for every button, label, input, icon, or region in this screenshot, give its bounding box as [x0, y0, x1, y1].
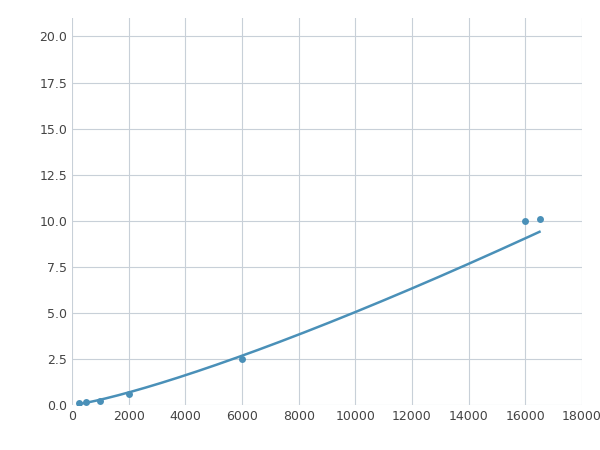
Point: [124, 390, 133, 397]
Point: [521, 217, 530, 224]
Point: [95, 398, 105, 405]
Point: [74, 400, 84, 407]
Point: [237, 356, 247, 363]
Point: [82, 398, 91, 405]
Point: [535, 215, 544, 222]
